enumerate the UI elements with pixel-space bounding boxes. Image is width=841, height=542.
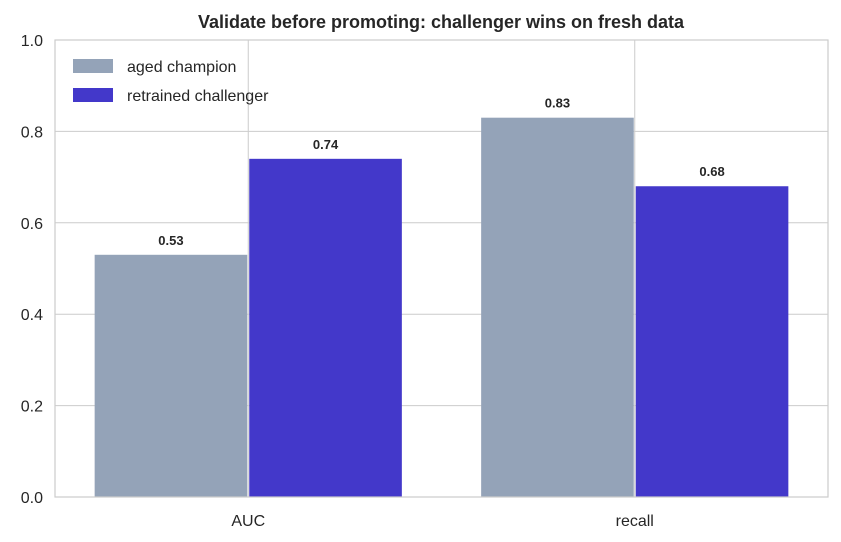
- y-tick-label: 0.4: [21, 307, 43, 324]
- y-tick-label: 0.2: [21, 399, 43, 416]
- plot-frame: [54, 39, 829, 498]
- legend-swatch: [73, 59, 113, 73]
- bar: [635, 186, 789, 498]
- x-tick-label: recall: [616, 513, 654, 530]
- y-tick-label: 0.0: [21, 490, 43, 507]
- bar-value-label: 0.83: [545, 96, 570, 111]
- legend-swatch: [73, 88, 113, 102]
- y-tick-label: 0.6: [21, 216, 43, 233]
- bar-value-label: 0.68: [699, 164, 724, 179]
- bars: [94, 117, 789, 498]
- x-tick-label: AUC: [231, 513, 265, 530]
- legend: aged champion retrained challenger: [73, 59, 269, 105]
- bar-value-label: 0.53: [158, 233, 183, 248]
- data-labels: 0.53 0.83 0.74 0.68: [158, 96, 724, 248]
- bar: [94, 254, 248, 497]
- x-axis-ticks: AUC recall: [231, 513, 654, 530]
- bar: [249, 158, 402, 497]
- bar-value-label: 0.74: [313, 137, 339, 152]
- y-axis-ticks: 0.0 0.2 0.4 0.6 0.8 1.0: [21, 33, 43, 507]
- legend-label: aged champion: [127, 59, 236, 76]
- chart-title: Validate before promoting: challenger wi…: [198, 12, 685, 32]
- bar: [481, 117, 634, 497]
- y-tick-label: 1.0: [21, 33, 43, 50]
- legend-label: retrained challenger: [127, 88, 269, 105]
- y-tick-label: 0.8: [21, 124, 43, 141]
